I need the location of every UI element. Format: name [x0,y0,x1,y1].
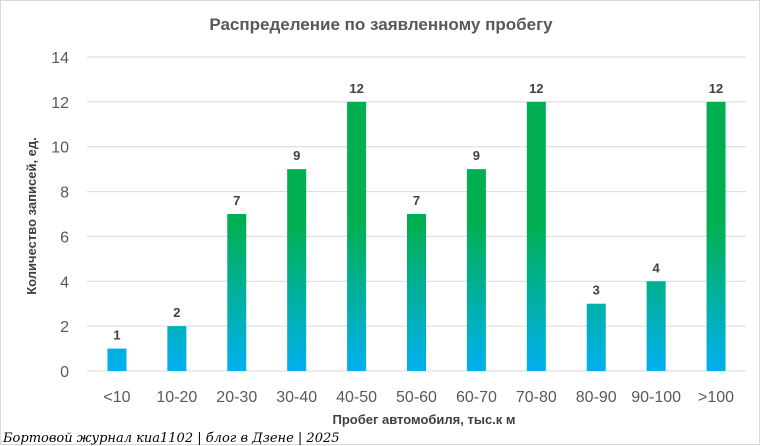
data-label: 2 [173,305,180,320]
x-tick-label: 80-90 [576,389,617,406]
y-tick-label: 12 [51,95,69,112]
x-tick-label: <10 [103,389,130,406]
y-tick-label: 14 [51,50,69,67]
x-tick-label: 10-20 [156,389,197,406]
y-tick-label: 8 [60,185,69,202]
x-tick-label: 20-30 [216,389,257,406]
credit-text: Бортовой журнал киа1102 | блог в Дзене |… [2,431,340,446]
x-tick-label: 50-60 [396,389,437,406]
data-label: 3 [593,283,600,298]
bar [347,101,367,371]
x-tick-label: 90-100 [631,389,681,406]
bar [287,169,307,371]
chart-title: Распределение по заявленному пробегу [209,15,553,34]
y-tick-label: 6 [60,229,69,246]
data-label: 9 [293,148,300,163]
y-tick-label: 4 [60,274,69,291]
data-label: 12 [349,81,363,96]
y-axis-label: Количество записей, ед. [24,137,39,295]
x-axis-ticks: <10 10-20 20-30 30-40 40-50 50-60 60-70 70-80 80… [103,389,734,406]
y-tick-label: 0 [60,364,69,381]
data-label: 12 [529,81,543,96]
x-axis-label: Пробег автомобиля, тыс.к м [332,412,515,427]
bar [526,101,546,371]
bar [167,326,187,371]
bar [706,101,726,371]
bar [107,348,127,371]
y-tick-label: 10 [51,140,69,157]
bar [586,303,606,371]
data-label: 7 [233,193,240,208]
bar [646,281,666,371]
data-label: 12 [709,81,723,96]
data-label: 4 [653,260,661,275]
bar [466,169,486,371]
bar [227,214,247,371]
x-tick-label: >100 [698,389,734,406]
x-tick-label: 40-50 [336,389,377,406]
data-label: 9 [473,148,480,163]
bars [107,101,726,371]
y-axis-ticks: 0 2 4 6 8 10 12 14 [51,50,69,381]
data-label: 7 [413,193,420,208]
x-tick-label: 60-70 [456,389,497,406]
data-label: 1 [113,328,120,343]
x-tick-label: 30-40 [276,389,317,406]
y-tick-label: 2 [60,319,69,336]
x-tick-label: 70-80 [516,389,557,406]
bar [407,214,426,371]
